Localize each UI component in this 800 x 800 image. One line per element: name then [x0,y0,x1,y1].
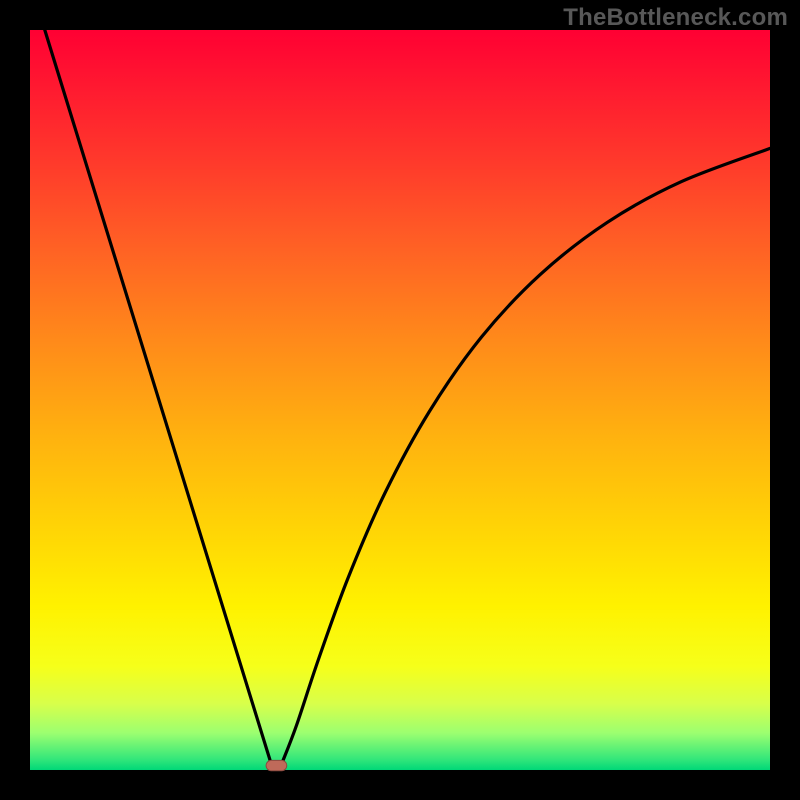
minimum-marker [266,760,287,770]
plot-background [30,30,770,770]
watermark-text: TheBottleneck.com [563,4,788,32]
bottleneck-chart [0,0,800,800]
